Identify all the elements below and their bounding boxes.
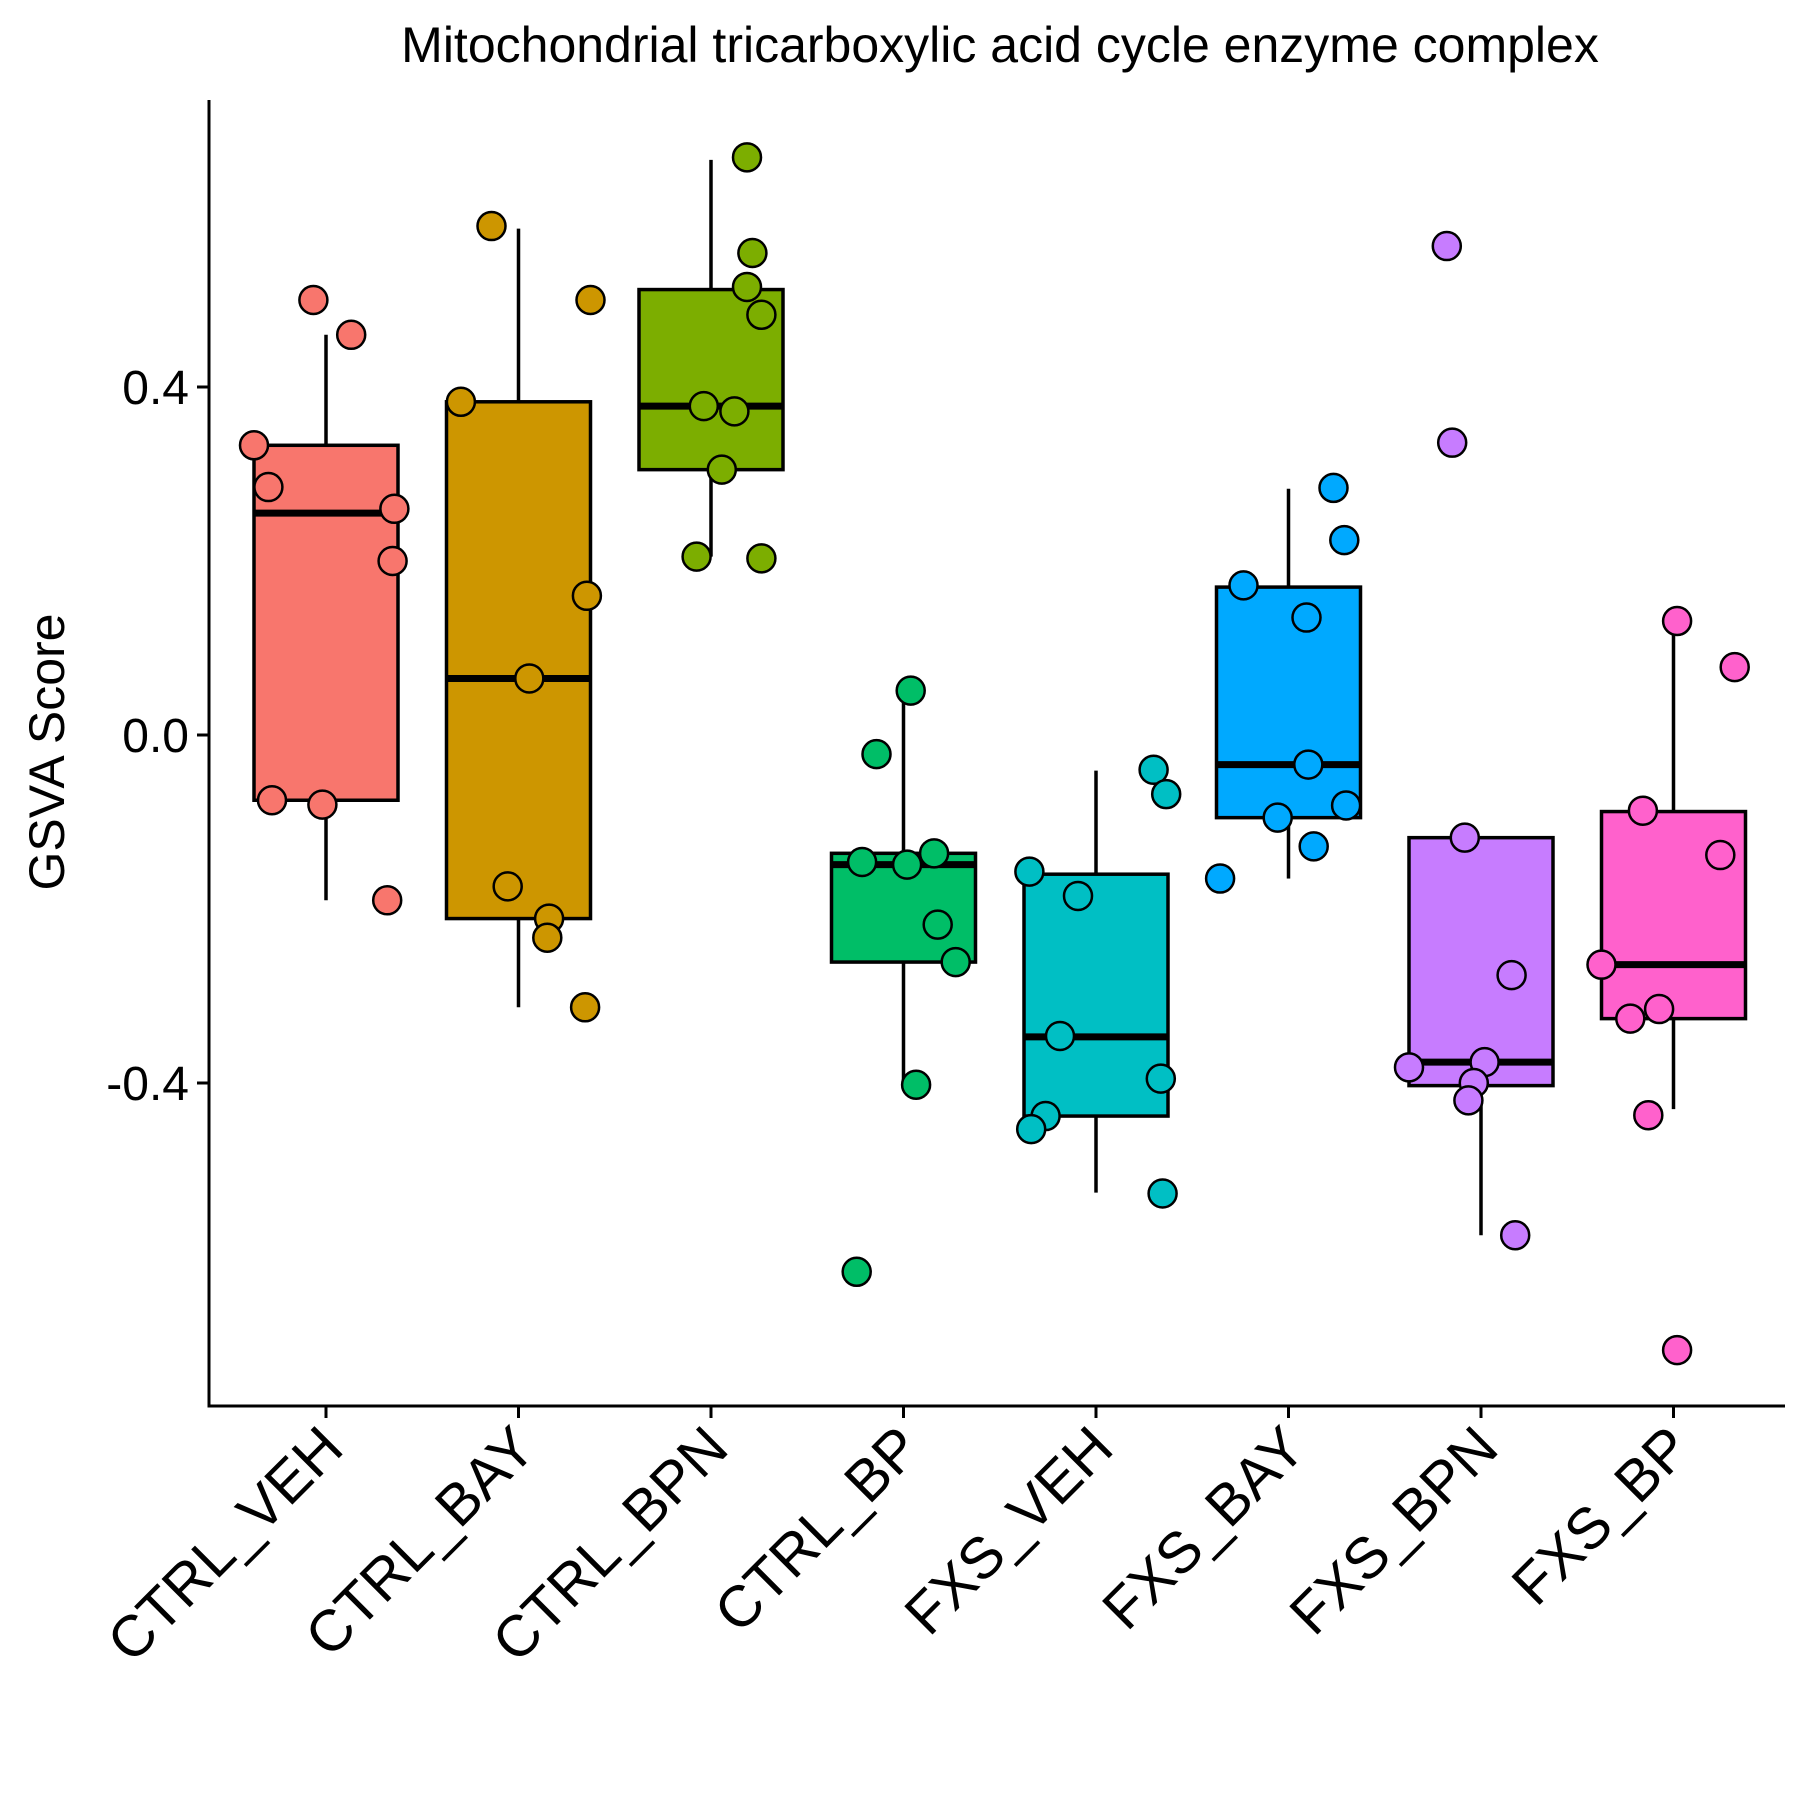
data-point bbox=[476, 210, 507, 242]
data-point bbox=[1431, 230, 1463, 262]
data-point bbox=[1138, 754, 1169, 786]
points-layer bbox=[238, 142, 1750, 1366]
points-fxs-bay bbox=[1204, 472, 1362, 894]
data-point bbox=[900, 1069, 932, 1100]
data-point bbox=[307, 789, 338, 820]
data-point bbox=[1262, 802, 1293, 833]
data-point bbox=[1449, 822, 1481, 853]
data-point bbox=[1150, 778, 1182, 810]
boxes-layer bbox=[252, 159, 1748, 1236]
box-iqr bbox=[252, 443, 400, 802]
data-point bbox=[1147, 1178, 1178, 1209]
box-iqr bbox=[1407, 835, 1555, 1088]
data-point bbox=[1044, 1020, 1076, 1052]
box-fxs-bpn bbox=[1407, 835, 1555, 1236]
data-point bbox=[731, 271, 763, 303]
data-point bbox=[1643, 993, 1675, 1025]
points-ctrl-bay bbox=[445, 210, 606, 1023]
y-tick-label: 0.4 bbox=[122, 362, 189, 415]
data-point bbox=[256, 785, 288, 816]
data-point bbox=[571, 580, 603, 612]
data-point bbox=[681, 541, 712, 572]
data-point bbox=[922, 909, 953, 940]
data-point bbox=[1329, 524, 1360, 556]
data-point bbox=[514, 663, 545, 694]
data-point bbox=[377, 545, 408, 577]
data-point bbox=[1661, 605, 1693, 637]
data-point bbox=[379, 493, 410, 525]
data-point bbox=[1627, 795, 1659, 826]
data-point bbox=[895, 675, 926, 706]
data-point bbox=[891, 849, 923, 880]
data-point bbox=[1586, 949, 1617, 980]
y-tick-label: 0.0 bbox=[122, 710, 189, 763]
data-point bbox=[918, 838, 950, 869]
data-point bbox=[1633, 1099, 1664, 1131]
data-point bbox=[1615, 1003, 1646, 1034]
data-point bbox=[719, 396, 750, 427]
box-iqr bbox=[1022, 872, 1170, 1118]
y-axis-label: GSVA Score bbox=[19, 614, 75, 891]
data-point bbox=[846, 846, 878, 878]
x-tick-label: CTRL_BP bbox=[702, 1414, 933, 1645]
data-point bbox=[1393, 1052, 1425, 1083]
data-point bbox=[238, 430, 270, 461]
points-ctrl-bp bbox=[841, 675, 971, 1288]
data-point bbox=[688, 390, 720, 422]
points-fxs-bpn bbox=[1393, 230, 1531, 1251]
box-fxs-veh bbox=[1022, 770, 1170, 1193]
data-point bbox=[335, 319, 367, 351]
data-point bbox=[1453, 1085, 1484, 1116]
data-point bbox=[731, 142, 763, 173]
box-iqr bbox=[1214, 585, 1363, 820]
data-point bbox=[575, 284, 606, 316]
data-point bbox=[861, 738, 892, 770]
data-point bbox=[1145, 1063, 1177, 1094]
data-point bbox=[1330, 790, 1362, 821]
data-point bbox=[1062, 880, 1094, 912]
points-fxs-bp bbox=[1586, 605, 1750, 1366]
box-ctrl-bay bbox=[444, 228, 593, 1008]
data-point bbox=[298, 284, 329, 316]
box-iqr bbox=[444, 400, 593, 921]
box-ctrl-veh bbox=[252, 334, 400, 901]
data-point bbox=[492, 871, 523, 902]
data-point bbox=[1719, 651, 1750, 683]
data-point bbox=[1228, 570, 1259, 601]
box-ctrl-bp bbox=[829, 698, 978, 1088]
box-ctrl-bpn bbox=[637, 159, 785, 557]
data-point bbox=[1705, 839, 1736, 871]
data-point bbox=[1015, 1113, 1047, 1145]
points-fxs-veh bbox=[1014, 754, 1182, 1209]
x-tick-label: FXS_BPN bbox=[1277, 1414, 1510, 1647]
chart-title: Mitochondrial tricarboxylic acid cycle e… bbox=[401, 17, 1599, 73]
data-point bbox=[1496, 959, 1527, 991]
data-point bbox=[706, 454, 738, 485]
data-point bbox=[737, 237, 768, 269]
data-point bbox=[532, 922, 563, 953]
data-point bbox=[746, 543, 777, 574]
data-point bbox=[1291, 602, 1322, 633]
data-point bbox=[1661, 1334, 1693, 1366]
data-point bbox=[371, 885, 403, 916]
data-point bbox=[1298, 831, 1329, 862]
data-point bbox=[1436, 427, 1468, 458]
y-tick-label: -0.4 bbox=[106, 1058, 189, 1111]
data-point bbox=[746, 299, 777, 331]
data-point bbox=[841, 1256, 872, 1288]
data-point bbox=[1204, 863, 1236, 894]
data-point bbox=[940, 946, 971, 978]
x-tick-label: FXS_BP bbox=[1499, 1414, 1702, 1617]
points-ctrl-veh bbox=[238, 284, 410, 916]
data-point bbox=[1499, 1220, 1531, 1251]
data-point bbox=[1014, 856, 1045, 887]
x-tick-label: FXS_VEH bbox=[892, 1414, 1125, 1647]
data-point bbox=[569, 992, 601, 1023]
points-ctrl-bpn bbox=[681, 142, 777, 574]
data-point bbox=[1318, 472, 1349, 504]
data-point bbox=[1293, 749, 1324, 780]
data-point bbox=[445, 386, 477, 418]
data-point bbox=[253, 471, 284, 503]
